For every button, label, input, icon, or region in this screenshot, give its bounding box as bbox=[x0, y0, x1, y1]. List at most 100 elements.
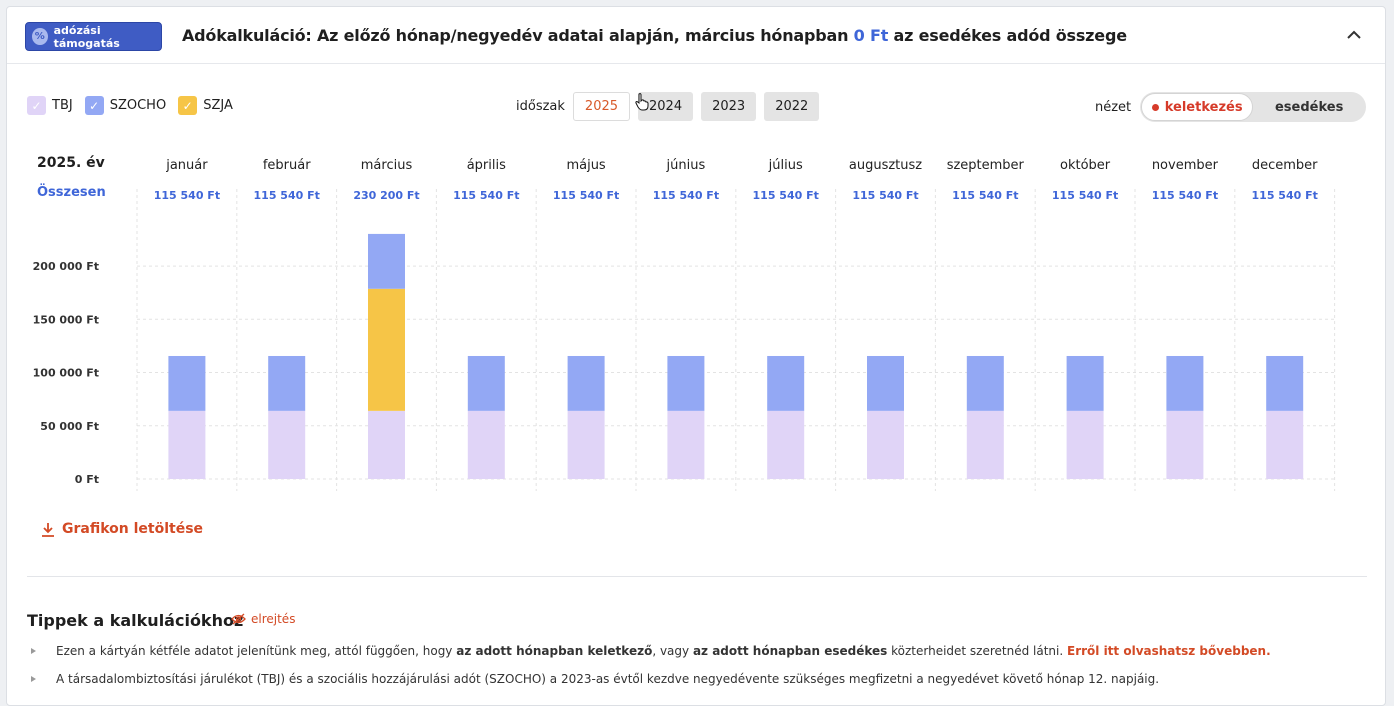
bar-segment-szocho bbox=[966, 355, 1004, 411]
legend-label: SZOCHO bbox=[109, 98, 167, 113]
bar-segment-szocho bbox=[1066, 355, 1104, 411]
legend-item-szja[interactable]: ✓ SZJA bbox=[178, 96, 233, 115]
tips-hide-label: elrejtés bbox=[251, 612, 296, 626]
month-label: március bbox=[361, 158, 413, 173]
view-option-label: keletkezés bbox=[1164, 99, 1243, 115]
chart-svg: 0 Ft 50 000 Ft 100 000 Ft 150 000 Ft 200 000… bbox=[33, 158, 1336, 491]
checkbox-checked-icon[interactable]: ✓ bbox=[27, 96, 46, 115]
bar-segment-tbj bbox=[667, 410, 705, 479]
month-total-label: 115 540 Ft bbox=[852, 189, 918, 202]
year-button-2022[interactable]: 2022 bbox=[764, 92, 820, 121]
legend-item-tbj[interactable]: ✓ TBJ bbox=[27, 96, 73, 115]
month-total-label: 115 540 Ft bbox=[1152, 189, 1218, 202]
download-chart-button[interactable]: Grafikon letöltése bbox=[41, 521, 203, 537]
bar-segment-szocho bbox=[168, 355, 206, 411]
year-button-2025[interactable]: 2025 bbox=[572, 92, 631, 121]
view-label: nézet bbox=[1095, 99, 1132, 115]
bar-segment-szocho bbox=[667, 355, 705, 411]
bar-segment-tbj bbox=[1066, 410, 1104, 479]
bar-segment-tbj bbox=[567, 410, 605, 479]
month-label: szeptember bbox=[947, 158, 1025, 173]
bar-segment-tbj bbox=[1266, 410, 1304, 479]
bar-segment-szocho bbox=[767, 355, 805, 411]
month-total-label: 115 540 Ft bbox=[553, 189, 619, 202]
eye-off-icon bbox=[231, 613, 246, 625]
checkbox-checked-icon[interactable]: ✓ bbox=[178, 96, 198, 115]
bar-segment-szocho bbox=[867, 355, 904, 411]
month-total-label: 115 540 Ft bbox=[653, 189, 719, 202]
month-label: december bbox=[1252, 158, 1318, 173]
chart-year-label: 2025. év bbox=[37, 155, 105, 171]
tip-item: Ezen a kártyán kétféle adatot jelenítünk… bbox=[31, 644, 1271, 658]
month-label: november bbox=[1152, 158, 1219, 173]
tips-title: Tippek a kalkulációkhoz bbox=[27, 611, 244, 630]
month-total-label: 115 540 Ft bbox=[1052, 189, 1118, 202]
month-label: június bbox=[666, 158, 706, 173]
bar-segment-tbj bbox=[467, 410, 505, 479]
month-total-label: 115 540 Ft bbox=[154, 189, 220, 202]
month-label: április bbox=[467, 158, 506, 173]
y-tick-label: 100 000 Ft bbox=[33, 367, 99, 380]
tips-hide-button[interactable]: elrejtés bbox=[231, 612, 295, 626]
checkbox-checked-icon[interactable]: ✓ bbox=[84, 96, 104, 115]
bullet-triangle-icon bbox=[31, 648, 36, 654]
chart-total-label: Összesen bbox=[37, 185, 106, 200]
badge-label: adózási támogatás bbox=[53, 23, 120, 50]
bar-segment-szocho bbox=[1166, 355, 1204, 411]
month-label: február bbox=[263, 158, 311, 173]
tip-bold: az adott hónapban keletkező bbox=[456, 644, 653, 658]
bar-segment-szocho bbox=[567, 355, 605, 411]
month-label: augusztusz bbox=[849, 158, 922, 173]
view-option-esedekes[interactable]: esedékes bbox=[1274, 99, 1344, 115]
period-label: időszak bbox=[516, 99, 565, 114]
month-total-label: 230 200 Ft bbox=[353, 189, 419, 202]
bar-segment-tbj bbox=[368, 410, 405, 479]
tip-bold: az adott hónapban esedékes bbox=[692, 644, 888, 658]
month-label: július bbox=[768, 158, 803, 173]
tip-part: , vagy bbox=[652, 644, 693, 658]
bar-segment-tbj bbox=[966, 410, 1004, 479]
bar-segment-szocho bbox=[368, 233, 405, 289]
tax-support-badge: % adózási támogatás bbox=[25, 22, 162, 51]
title-suffix: az esedékes adód összege bbox=[888, 26, 1128, 45]
tax-calculation-card: % adózási támogatás Adókalkuláció: Az el… bbox=[6, 6, 1386, 706]
y-tick-label: 50 000 Ft bbox=[40, 420, 99, 433]
bar-segment-tbj bbox=[1166, 410, 1204, 479]
tip-text: A társadalombiztosítási járulékot (TBJ) … bbox=[56, 672, 1160, 686]
view-toggle[interactable]: keletkezés esedékes bbox=[1140, 92, 1367, 122]
percent-icon: % bbox=[32, 28, 48, 45]
read-more-link[interactable]: Erről itt olvashatsz bővebben. bbox=[1067, 644, 1271, 658]
tip-text: Ezen a kártyán kétféle adatot jelenítünk… bbox=[56, 644, 1271, 658]
chevron-up-icon[interactable] bbox=[1343, 23, 1365, 45]
view-option-keletkezes[interactable]: keletkezés bbox=[1141, 93, 1254, 121]
section-divider bbox=[27, 576, 1367, 577]
legend-label: SZJA bbox=[203, 98, 233, 113]
bar-segment-szocho bbox=[268, 355, 306, 411]
month-total-label: 115 540 Ft bbox=[952, 189, 1018, 202]
year-button-2023[interactable]: 2023 bbox=[701, 92, 757, 121]
tip-part: közterheidet szeretnéd látni. bbox=[887, 644, 1067, 658]
month-label: május bbox=[566, 158, 605, 173]
period-selector: időszak 2025 2024 2023 2022 bbox=[516, 92, 827, 121]
bar-segment-szocho bbox=[467, 355, 505, 411]
card-header[interactable]: % adózási támogatás Adókalkuláció: Az el… bbox=[7, 7, 1385, 64]
legend-item-szocho[interactable]: ✓ SZOCHO bbox=[84, 96, 167, 115]
download-icon bbox=[42, 522, 54, 537]
tip-part: Ezen a kártyán kétféle adatot jelenítünk… bbox=[56, 644, 457, 658]
month-total-label: 115 540 Ft bbox=[753, 189, 819, 202]
active-dot-icon bbox=[1151, 103, 1159, 111]
month-total-label: 115 540 Ft bbox=[1252, 189, 1318, 202]
card-title: Adókalkuláció: Az előző hónap/negyedév a… bbox=[182, 26, 1127, 45]
title-amount: 0 Ft bbox=[853, 26, 889, 45]
legend-label: TBJ bbox=[52, 98, 73, 113]
tip-item: A társadalombiztosítási járulékot (TBJ) … bbox=[31, 672, 1159, 686]
bar-segment-tbj bbox=[268, 410, 306, 479]
bar-segment-szja bbox=[368, 288, 405, 411]
chart-legend: ✓ TBJ ✓ SZOCHO ✓ SZJA bbox=[27, 96, 245, 115]
y-tick-label: 200 000 Ft bbox=[33, 260, 99, 273]
tax-chart: 2025. év Összesen 0 Ft 50 000 Ft 100 000 F… bbox=[7, 137, 1385, 497]
y-tick-label: 150 000 Ft bbox=[33, 313, 99, 326]
title-prefix: Adókalkuláció: Az előző hónap/negyedév a… bbox=[182, 26, 854, 45]
hand-cursor-icon bbox=[635, 93, 649, 115]
bar-segment-tbj bbox=[767, 410, 805, 479]
